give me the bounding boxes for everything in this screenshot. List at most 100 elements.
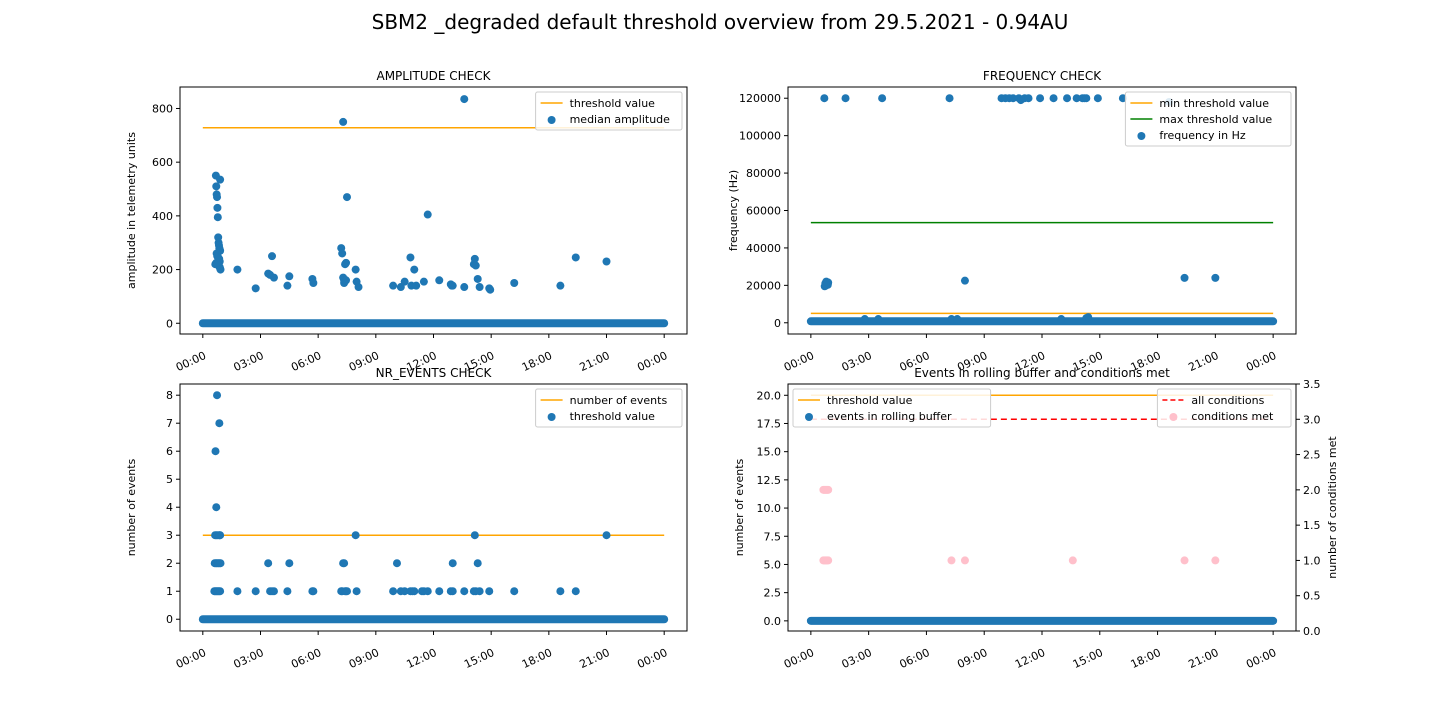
y-tick-label-4: 15.0 bbox=[757, 446, 782, 459]
data-point-3 bbox=[342, 587, 351, 596]
legend-label: threshold value bbox=[570, 410, 656, 423]
data-point-2 bbox=[878, 94, 887, 103]
legend-label: median amplitude bbox=[570, 113, 671, 126]
data-point-1 bbox=[233, 265, 242, 274]
data-point-3 bbox=[392, 559, 401, 568]
data-point-1 bbox=[486, 285, 495, 294]
y-axis-label-3: number of events bbox=[125, 458, 138, 556]
legend-label: min threshold value bbox=[1159, 97, 1269, 110]
data-point-3 bbox=[400, 587, 409, 596]
x-tick-label-4: 21:00 bbox=[1186, 646, 1220, 671]
data-point-2 bbox=[1024, 94, 1033, 103]
x-tick-label-4: 00:00 bbox=[1244, 646, 1278, 671]
data-point-4 bbox=[960, 556, 969, 565]
data-point-1 bbox=[389, 281, 398, 290]
y2-tick-label-4: 3.0 bbox=[1303, 413, 1321, 426]
data-point-2 bbox=[1036, 94, 1045, 103]
data-point-3 bbox=[215, 419, 224, 428]
data-point-1 bbox=[213, 203, 222, 212]
data-point-3 bbox=[485, 587, 494, 596]
y-tick-label-2: 80000 bbox=[746, 167, 781, 180]
data-point-1 bbox=[338, 249, 347, 258]
y-tick-label-3: 8 bbox=[166, 389, 173, 402]
data-point-2 bbox=[1063, 94, 1072, 103]
legend-marker-swatch bbox=[1169, 413, 1178, 421]
x-tick-label-4: 15:00 bbox=[1071, 646, 1105, 671]
y-tick-label-2: 100000 bbox=[739, 130, 781, 143]
x-tick-label-2: 00:00 bbox=[1244, 349, 1278, 374]
data-point-3 bbox=[216, 559, 225, 568]
data-point-2 bbox=[820, 94, 829, 103]
data-point-3 bbox=[410, 587, 419, 596]
x-tick-label-1: 18:00 bbox=[520, 349, 554, 374]
data-point-2 bbox=[874, 315, 883, 324]
data-point-1 bbox=[212, 182, 221, 191]
data-point-3 bbox=[448, 587, 457, 596]
x-tick-label-3: 09:00 bbox=[347, 646, 381, 671]
x-tick-label-1: 00:00 bbox=[174, 349, 208, 374]
data-point-3 bbox=[215, 531, 224, 540]
y-tick-label-1: 400 bbox=[152, 210, 173, 223]
y-tick-label-1: 200 bbox=[152, 264, 173, 277]
data-point-1 bbox=[213, 193, 222, 202]
data-point-3 bbox=[216, 587, 225, 596]
y-tick-label-3: 0 bbox=[166, 613, 173, 626]
data-point-1 bbox=[470, 254, 479, 263]
x-tick-label-1: 21:00 bbox=[578, 349, 612, 374]
data-point-4 bbox=[1211, 556, 1220, 565]
x-tick-label-3: 00:00 bbox=[635, 646, 669, 671]
legend-label: max threshold value bbox=[1159, 113, 1272, 126]
y-axis-label-4: number of events bbox=[733, 458, 746, 556]
data-point-3 bbox=[423, 587, 432, 596]
y-tick-label-2: 0 bbox=[774, 317, 781, 330]
data-point-1 bbox=[435, 276, 444, 285]
chart-title-1: AMPLITUDE CHECK bbox=[376, 69, 491, 83]
x-tick-label-4: 06:00 bbox=[897, 646, 931, 671]
data-point-4 bbox=[1068, 556, 1077, 565]
data-point-1 bbox=[419, 277, 428, 286]
y-tick-label-2: 60000 bbox=[746, 205, 781, 218]
x-tick-label-4: 12:00 bbox=[1013, 646, 1047, 671]
data-point-1 bbox=[268, 252, 277, 261]
x-tick-label-1: 03:00 bbox=[232, 349, 266, 374]
data-point-3 bbox=[460, 587, 469, 596]
legend-marker-swatch bbox=[547, 413, 556, 421]
data-point-1 bbox=[269, 273, 278, 282]
legend-box-1 bbox=[535, 91, 683, 131]
data-point-3 bbox=[470, 531, 479, 540]
data-point-2 bbox=[1009, 94, 1018, 103]
x-tick-label-3: 00:00 bbox=[174, 646, 208, 671]
data-point-3 bbox=[435, 587, 444, 596]
y-tick-label-4: 17.5 bbox=[757, 417, 782, 430]
legend-box-4 bbox=[1156, 388, 1292, 428]
y-tick-label-1: 800 bbox=[152, 102, 173, 115]
y2-tick-label-4: 1.5 bbox=[1303, 519, 1321, 532]
data-point-1 bbox=[406, 253, 415, 262]
x-tick-label-4: 09:00 bbox=[955, 646, 989, 671]
data-point-1 bbox=[342, 193, 351, 202]
data-point-3 bbox=[340, 559, 349, 568]
legend-box-4 bbox=[792, 388, 992, 428]
data-point-3 bbox=[211, 447, 220, 456]
data-point-2 bbox=[1211, 273, 1220, 282]
x-tick-label-3: 18:00 bbox=[520, 646, 554, 671]
data-point-3 bbox=[212, 503, 221, 512]
data-point-1 bbox=[351, 265, 360, 274]
legend-marker-swatch bbox=[547, 116, 556, 124]
x-tick-label-3: 12:00 bbox=[405, 646, 439, 671]
data-point-1 bbox=[460, 283, 469, 292]
y-axis-label-1: amplitude in telemetry units bbox=[125, 132, 138, 289]
y-tick-label-4: 12.5 bbox=[757, 474, 782, 487]
x-tick-label-4: 00:00 bbox=[782, 646, 816, 671]
legend-marker-swatch bbox=[1137, 132, 1146, 140]
x-tick-label-3: 15:00 bbox=[462, 646, 496, 671]
y-tick-label-4: 7.5 bbox=[764, 530, 782, 543]
data-point-3 bbox=[233, 587, 242, 596]
data-point-1 bbox=[410, 265, 419, 274]
data-point-3 bbox=[473, 559, 482, 568]
data-point-2 bbox=[953, 315, 962, 324]
data-point-1 bbox=[571, 253, 580, 262]
y2-tick-label-4: 0.5 bbox=[1303, 590, 1321, 603]
data-point-2 bbox=[860, 315, 869, 324]
y-tick-label-3: 7 bbox=[166, 417, 173, 430]
